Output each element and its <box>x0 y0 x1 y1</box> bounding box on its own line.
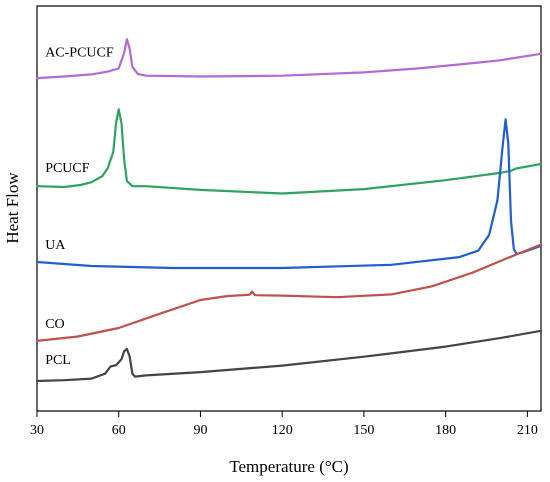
series-line-pcucf <box>35 108 543 195</box>
series-label-co: CO <box>45 317 64 332</box>
x-tick-label: 30 <box>30 423 44 438</box>
series-label-ac-pcucf: AC-PCUCF <box>45 46 114 61</box>
series-line-ua <box>35 118 543 270</box>
x-axis-title: Temperature (°C) <box>229 457 348 476</box>
x-tick-label: 180 <box>435 423 456 438</box>
series-label-layer: AC-PCUCF PCUCF UA CO PCL <box>45 46 114 368</box>
x-tick-label: 120 <box>272 423 293 438</box>
series-line-ac-pcucf <box>35 38 543 80</box>
series-line-pcl <box>35 329 543 383</box>
x-tick-label: 210 <box>517 423 538 438</box>
series-label-ua: UA <box>45 238 66 253</box>
series-label-pcucf: PCUCF <box>45 161 90 176</box>
series-line-co <box>35 243 543 342</box>
x-tick-label: 60 <box>112 423 126 438</box>
y-axis-title: Heat Flow <box>3 172 22 244</box>
series-layer <box>35 38 543 383</box>
x-tick-label: 90 <box>193 423 207 438</box>
x-axis-ticks: 30 60 90 120 150 180 210 <box>30 411 538 438</box>
plot-area <box>36 5 542 412</box>
plot-frame <box>36 5 542 412</box>
series-label-pcl: PCL <box>45 353 71 368</box>
x-tick-label: 150 <box>353 423 374 438</box>
